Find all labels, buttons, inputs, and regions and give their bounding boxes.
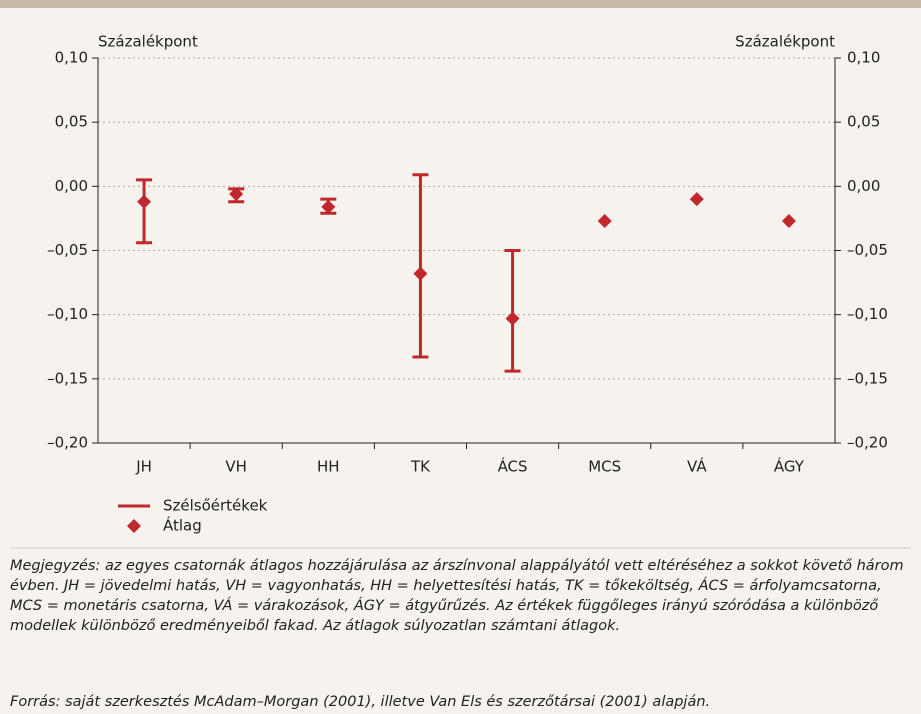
mean-marker xyxy=(137,194,152,209)
legend-label: Szélsőértékek xyxy=(163,497,268,515)
mean-marker xyxy=(321,199,336,214)
x-tick-label: VH xyxy=(225,458,247,476)
legend-marker xyxy=(127,519,141,533)
x-tick-label: HH xyxy=(317,458,340,476)
mean-marker xyxy=(413,266,428,281)
y-tick-label: 0,00 xyxy=(55,177,88,195)
mean-marker xyxy=(505,311,520,326)
x-tick-label: ÁCS xyxy=(498,457,528,476)
y2-tick-label: 0,10 xyxy=(847,49,880,67)
source: Forrás: saját szerkesztés McAdam–Morgan … xyxy=(10,694,711,710)
y-tick-label: –0,20 xyxy=(47,434,88,452)
x-tick-label: ÁGY xyxy=(774,457,805,476)
x-tick-label: TK xyxy=(410,458,431,476)
x-tick-label: VÁ xyxy=(687,457,707,476)
legend-label: Átlag xyxy=(163,516,202,535)
y2-axis-label: Százalékpont xyxy=(735,33,835,51)
mean-marker xyxy=(597,213,612,228)
x-tick-label: MCS xyxy=(588,458,621,476)
x-tick-label: JH xyxy=(135,458,152,476)
top-bar xyxy=(0,0,921,8)
y2-tick-label: –0,10 xyxy=(847,305,888,323)
y-tick-label: –0,05 xyxy=(47,241,88,259)
y-tick-label: 0,05 xyxy=(55,113,88,131)
mean-marker xyxy=(781,213,796,228)
note: Megjegyzés: az egyes csatornák átlagos h… xyxy=(10,558,904,634)
y2-tick-label: –0,05 xyxy=(847,241,888,259)
y-tick-label: –0,15 xyxy=(47,369,88,387)
mean-marker xyxy=(229,187,244,202)
y-axis-label: Százalékpont xyxy=(98,33,198,51)
y2-tick-label: –0,15 xyxy=(847,369,888,387)
y-tick-label: 0,10 xyxy=(55,49,88,67)
y2-tick-label: –0,20 xyxy=(847,434,888,452)
y2-tick-label: 0,05 xyxy=(847,113,880,131)
mean-marker xyxy=(689,192,704,207)
y2-tick-label: 0,00 xyxy=(847,177,880,195)
y-tick-label: –0,10 xyxy=(47,305,88,323)
